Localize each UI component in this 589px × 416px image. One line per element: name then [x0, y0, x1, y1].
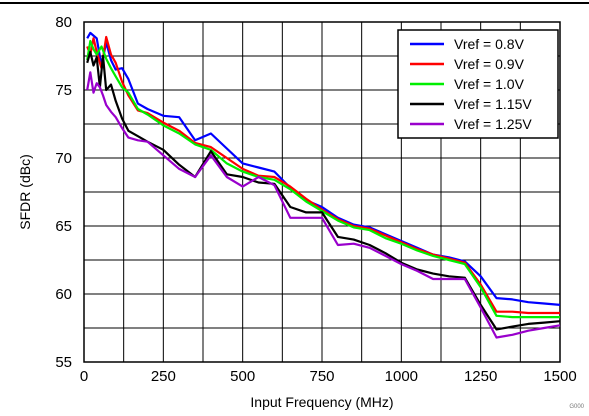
- x-tick-label: 250: [151, 368, 176, 385]
- x-tick-label: 1500: [543, 368, 576, 385]
- x-tick-label: 0: [80, 368, 88, 385]
- y-axis-label: SFDR (dBc): [17, 154, 33, 229]
- y-tick-label: 70: [55, 150, 72, 167]
- legend-entry-label: Vref = 0.9V: [454, 56, 525, 72]
- series-line-3: [86, 39, 560, 319]
- y-tick-label: 60: [55, 286, 72, 303]
- legend-entry-label: Vref = 1.15V: [454, 96, 532, 112]
- series-line-1: [86, 31, 561, 306]
- header-rule: [0, 2, 589, 4]
- y-tick-label: 80: [55, 14, 72, 31]
- x-tick-label: 1250: [464, 368, 497, 385]
- y-axis-ticks: 55 60 65 70 75 80: [55, 14, 72, 371]
- x-axis-ticks: 0 250 500 750 1000 1250 1500: [80, 368, 577, 385]
- figure-code: G000: [569, 404, 584, 410]
- y-tick-label: 75: [55, 82, 72, 99]
- series-line-2: [86, 35, 560, 315]
- x-tick-label: 750: [309, 368, 334, 385]
- series-lines: [86, 31, 561, 339]
- y-tick-label: 55: [55, 354, 72, 371]
- series-line-4: [86, 50, 561, 331]
- plot-area-frame: [83, 21, 561, 363]
- legend-entry-label: Vref = 1.25V: [454, 116, 532, 132]
- legend-entry-label: Vref = 0.8V: [454, 36, 525, 52]
- x-tick-label: 1000: [385, 368, 418, 385]
- series-line-5: [86, 71, 561, 339]
- x-tick-label: 500: [230, 368, 255, 385]
- x-axis-label: Input Frequency (MHz): [250, 394, 393, 410]
- y-tick-label: 65: [55, 218, 72, 235]
- legend: Vref = 0.8V Vref = 0.9V Vref = 1.0V Vref = …: [397, 29, 559, 139]
- legend-entry-label: Vref = 1.0V: [454, 76, 525, 92]
